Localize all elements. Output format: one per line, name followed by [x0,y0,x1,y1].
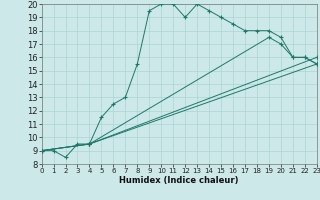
X-axis label: Humidex (Indice chaleur): Humidex (Indice chaleur) [119,176,239,185]
